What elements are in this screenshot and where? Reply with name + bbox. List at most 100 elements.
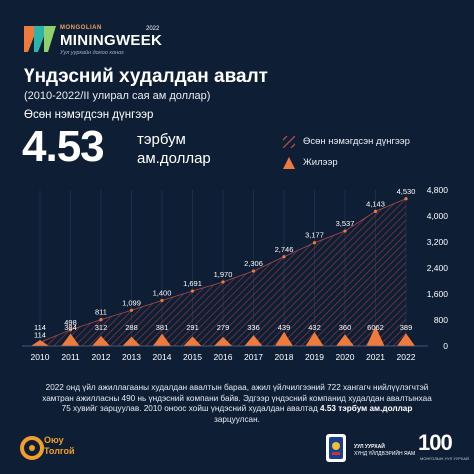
annual-bar-label: 291 bbox=[186, 323, 199, 332]
state-emblem-icon bbox=[326, 434, 346, 462]
cumulative-label: 3,537 bbox=[336, 219, 355, 228]
centennial-logo: 100 МОНГОЛЫН УУЛ УУРХАЙ bbox=[418, 430, 469, 464]
cumulative-label: 114 bbox=[34, 330, 46, 339]
annual-bar-label: 389 bbox=[400, 323, 413, 332]
cumulative-label: 1,099 bbox=[122, 298, 141, 307]
logo-small-text: MONGOLIAN bbox=[60, 25, 102, 31]
cumulative-point bbox=[404, 197, 408, 201]
cumulative-point bbox=[190, 289, 195, 293]
annual-bar bbox=[31, 340, 49, 346]
cumulative-point bbox=[99, 318, 103, 322]
annual-bar-label: 360 bbox=[339, 323, 352, 332]
annual-bar-label: 439 bbox=[278, 323, 291, 332]
description: 2022 онд үйл ажиллагааны худалдан авалты… bbox=[40, 383, 434, 425]
x-tick-label: 2011 bbox=[61, 352, 80, 362]
x-tick-label: 2020 bbox=[336, 352, 355, 362]
chart-subtitle: (2010-2022/II улирал сая ам доллар) bbox=[24, 90, 211, 102]
oyu-tolgoi-logo-icon bbox=[20, 436, 44, 460]
annual-bar-label: 384 bbox=[64, 323, 77, 332]
x-tick-label: 2012 bbox=[92, 352, 111, 362]
cumulative-point bbox=[343, 229, 347, 233]
kpi-unit-line2: ам.доллар bbox=[137, 150, 211, 167]
annual-bar bbox=[153, 333, 171, 346]
y-tick-label: 1,600 bbox=[427, 289, 449, 299]
y-tick-label: 3,200 bbox=[427, 237, 449, 247]
legend-bar-swatch bbox=[283, 157, 295, 169]
description-tail: зарцуулсан. bbox=[214, 414, 260, 424]
x-tick-label: 2018 bbox=[275, 352, 294, 362]
oyu-tolgoi-line2: Толгой bbox=[44, 446, 75, 456]
cumulative-label: 1,691 bbox=[183, 279, 202, 288]
cumulative-label: 4,143 bbox=[366, 199, 385, 208]
x-tick-label: 2022 bbox=[397, 352, 416, 362]
annual-bar-label: 114 bbox=[34, 323, 46, 332]
kpi-unit-line1: тэрбум bbox=[137, 131, 186, 148]
annual-bar bbox=[275, 331, 293, 346]
cumulative-label: 2,746 bbox=[275, 245, 294, 254]
annual-bar bbox=[92, 335, 110, 346]
cumulative-label: 2,306 bbox=[244, 259, 263, 268]
annual-bar-label: 336 bbox=[247, 323, 260, 332]
x-tick-label: 2021 bbox=[366, 352, 385, 362]
procurement-chart: 114 498 811 1,099 1,400 1,691 1,970 2,306 2,746 3… bbox=[22, 185, 449, 362]
annual-bar-label: 279 bbox=[217, 323, 230, 332]
annual-bar bbox=[336, 334, 354, 346]
annual-bar bbox=[61, 333, 80, 346]
y-tick-label: 0 bbox=[443, 341, 448, 351]
cumulative-label: 3,177 bbox=[305, 231, 324, 240]
logo-year: 2022 bbox=[146, 26, 160, 32]
annual-bar-label: 381 bbox=[156, 323, 169, 332]
annual-bar-label: 6062 bbox=[367, 323, 384, 332]
legend-hatch-swatch bbox=[283, 136, 295, 148]
cumulative-label: 498 bbox=[64, 318, 77, 327]
oyu-tolgoi-line1: Оюу bbox=[44, 435, 64, 445]
centennial-number: 100 bbox=[418, 430, 453, 455]
chart-title: Үндэсний худалдан авалт bbox=[24, 66, 268, 87]
cumulative-label: 811 bbox=[95, 308, 107, 317]
mining-week-logo-icon bbox=[24, 26, 56, 52]
cumulative-label: 4,530 bbox=[397, 187, 416, 196]
annual-bar-label: 288 bbox=[125, 323, 138, 332]
ministry-line2: ХҮНД ҮЙЛДВЭРИЙН ЯАМ bbox=[354, 451, 416, 457]
y-tick-label: 4,000 bbox=[427, 211, 449, 221]
x-tick-label: 2017 bbox=[244, 352, 263, 362]
annual-bar bbox=[397, 333, 415, 346]
cumulative-point bbox=[312, 241, 317, 245]
cumulative-point bbox=[129, 308, 134, 312]
annual-bar bbox=[244, 335, 263, 346]
logo-main-text: MININGWEEK bbox=[60, 32, 163, 49]
annual-bar bbox=[214, 336, 232, 346]
annual-bar bbox=[305, 331, 324, 346]
x-tick-label: 2015 bbox=[183, 352, 202, 362]
x-tick-label: 2016 bbox=[214, 352, 233, 362]
x-tick-label: 2013 bbox=[122, 352, 141, 362]
annual-bar bbox=[122, 336, 141, 346]
annual-bar bbox=[366, 326, 385, 346]
cumulative-point bbox=[221, 280, 225, 284]
description-text: 2022 онд үйл ажиллагааны худалдан авалты… bbox=[42, 383, 432, 414]
kpi-value: 4.53 bbox=[22, 122, 105, 171]
y-tick-label: 2,400 bbox=[427, 263, 449, 273]
annual-bar-label: 312 bbox=[95, 323, 108, 332]
x-tick-label: 2010 bbox=[31, 352, 50, 362]
cumulative-point bbox=[251, 269, 256, 273]
x-tick-label: 2019 bbox=[305, 352, 324, 362]
cumulative-point bbox=[373, 209, 378, 213]
annual-bar bbox=[183, 336, 202, 346]
x-tick-label: 2014 bbox=[153, 352, 172, 362]
cumulative-point bbox=[68, 328, 73, 332]
logo-sub-text: Уул уурхайн долоо хоног bbox=[60, 50, 124, 56]
cumulative-point bbox=[282, 255, 286, 259]
annual-bar-label: 432 bbox=[308, 323, 321, 332]
y-tick-label: 4,800 bbox=[427, 185, 449, 195]
centennial-subtitle: МОНГОЛЫН УУЛ УУРХАЙ bbox=[420, 456, 469, 461]
kpi-label: Өсөн нэмэгдсэн дүнгээр bbox=[24, 109, 154, 121]
legend-cumulative-label: Өсөн нэмэгдсэн дүнгээр bbox=[303, 136, 410, 147]
mining-week-logo: MONGOLIAN MININGWEEK 2022 Уул уурхайн до… bbox=[22, 22, 162, 62]
legend-annual-label: Жилээр bbox=[303, 157, 338, 168]
ministry-line1: УУЛ УУРХАЙ bbox=[354, 444, 385, 450]
cumulative-label: 1,400 bbox=[153, 289, 172, 298]
cumulative-area bbox=[40, 198, 406, 346]
description-bold: 4.53 тэрбум ам.доллар bbox=[320, 404, 413, 414]
ministry-logo: УУЛ УУРХАЙ ХҮНД ҮЙЛДВЭРИЙН ЯАМ bbox=[324, 432, 416, 466]
